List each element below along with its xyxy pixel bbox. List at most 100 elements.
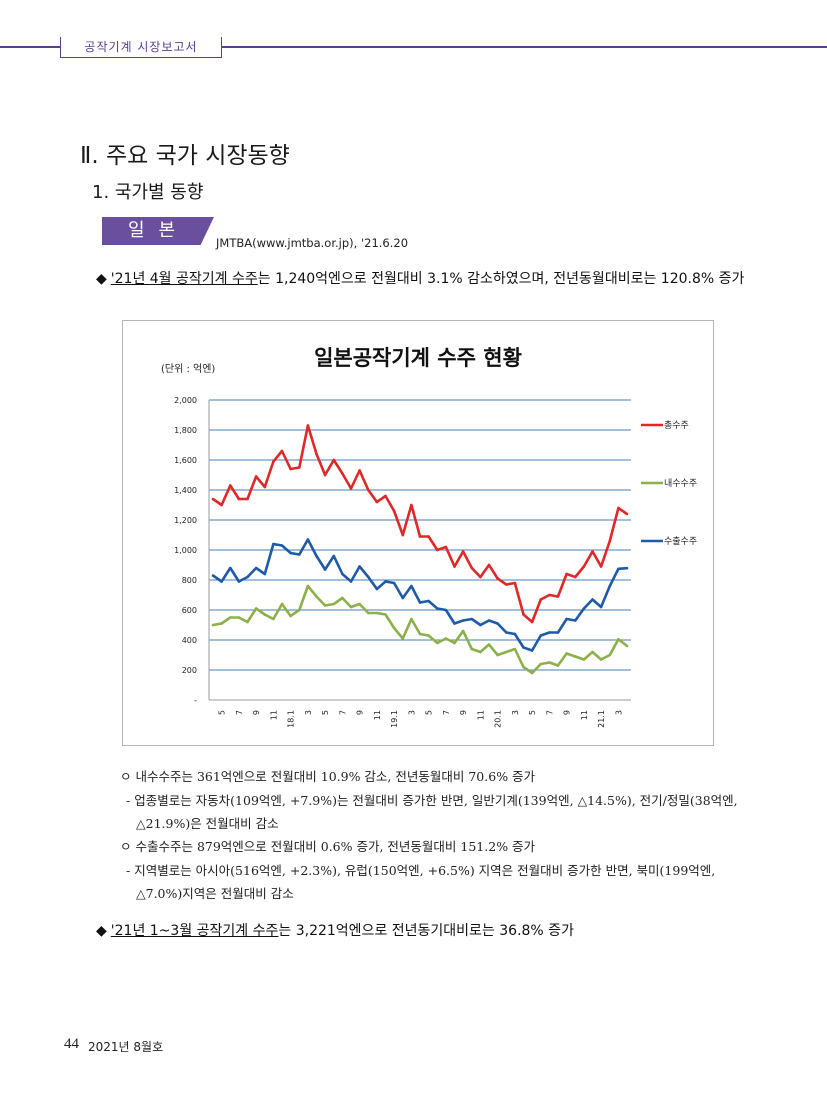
diamond-bullet-icon: ◆ bbox=[96, 271, 107, 287]
data-point bbox=[332, 554, 336, 558]
data-point bbox=[608, 584, 612, 588]
data-point bbox=[280, 602, 284, 606]
legend-label: 내수수주 bbox=[664, 478, 697, 489]
data-point bbox=[548, 661, 551, 664]
data-point bbox=[565, 572, 568, 576]
data-point bbox=[401, 637, 405, 640]
x-tick-label: 9 bbox=[252, 710, 261, 715]
data-point bbox=[625, 512, 629, 516]
data-point bbox=[263, 613, 267, 616]
issue-date: 2021년 8월호 bbox=[88, 1040, 164, 1054]
x-tick-label: 9 bbox=[563, 710, 572, 715]
data-point bbox=[522, 613, 525, 616]
data-point bbox=[582, 565, 586, 568]
data-point bbox=[392, 509, 396, 513]
bullet-underlined-text: '21년 4월 공작기계 수주 bbox=[110, 271, 258, 287]
data-point bbox=[211, 497, 215, 501]
data-point bbox=[444, 637, 448, 640]
data-point bbox=[298, 553, 301, 556]
bullet-text: 는 3,221억엔으로 전년동기대비로는 36.8% 증가 bbox=[278, 923, 574, 939]
data-point bbox=[444, 608, 448, 612]
bullet-underlined-text: '21년 1~3월 공작기계 수주 bbox=[110, 923, 279, 939]
series-line bbox=[212, 424, 628, 624]
data-point bbox=[505, 583, 508, 586]
data-point bbox=[349, 487, 353, 490]
detail-domestic-industry-2: △21.9%)은 전월대비 감소 bbox=[136, 816, 279, 831]
data-point bbox=[392, 581, 396, 585]
data-point bbox=[539, 662, 543, 666]
data-point bbox=[254, 607, 258, 610]
data-point bbox=[323, 604, 327, 607]
data-point bbox=[530, 671, 534, 675]
data-point bbox=[410, 617, 413, 621]
y-axis: - 200 400 600 800 1,000 1,200 1,400 1,600 1,800 2,… bbox=[174, 396, 197, 705]
data-point bbox=[591, 550, 594, 553]
data-point bbox=[574, 619, 577, 622]
order-chart: 일본공작기계 수주 현황 (단위 : 억엔) - 200 400 600 800 1,00… bbox=[122, 320, 714, 746]
source-citation: JMTBA(www.jmtba.or.jp), '21.6.20 bbox=[216, 236, 409, 250]
data-point bbox=[401, 533, 405, 537]
detail-export-region-2: △7.0%)지역은 전월대비 감소 bbox=[136, 886, 294, 901]
chart-grid bbox=[208, 399, 631, 701]
chart-svg: 일본공작기계 수주 현황 (단위 : 억엔) - 200 400 600 800 1,00… bbox=[161, 346, 697, 728]
data-point bbox=[375, 500, 379, 504]
x-tick-label: 5 bbox=[425, 710, 434, 715]
y-tick-label: 800 bbox=[182, 576, 197, 585]
detail-export: ㅇ 수출수주는 879억엔으로 전월대비 0.6% 증가, 전년동월대비 151… bbox=[120, 839, 536, 854]
data-point bbox=[263, 572, 267, 576]
data-point bbox=[306, 584, 310, 588]
data-point bbox=[298, 466, 301, 469]
data-point bbox=[246, 620, 249, 624]
data-point bbox=[539, 634, 543, 637]
y-tick-label: 2,000 bbox=[174, 396, 197, 405]
data-point bbox=[332, 602, 336, 606]
data-point bbox=[479, 650, 482, 654]
data-point bbox=[306, 424, 310, 427]
data-point bbox=[315, 452, 318, 456]
x-tick-label: 9 bbox=[459, 710, 468, 715]
data-point bbox=[229, 616, 232, 619]
page-number: 44 bbox=[64, 1036, 79, 1052]
data-point bbox=[410, 584, 413, 588]
data-point bbox=[574, 655, 577, 658]
chart-title: 일본공작기계 수주 현황 bbox=[314, 346, 522, 370]
data-point bbox=[427, 634, 430, 637]
data-point bbox=[254, 566, 258, 570]
data-point bbox=[246, 575, 249, 579]
data-point bbox=[323, 473, 327, 477]
x-tick-label: 5 bbox=[218, 710, 227, 715]
chart-unit-label: (단위 : 억엔) bbox=[161, 362, 215, 375]
data-point bbox=[513, 632, 517, 636]
data-point bbox=[384, 613, 387, 616]
data-point bbox=[315, 595, 318, 598]
data-point bbox=[461, 550, 465, 553]
data-point bbox=[444, 545, 448, 549]
data-point bbox=[599, 658, 603, 661]
data-point bbox=[496, 622, 499, 625]
x-tick-label: 11 bbox=[476, 710, 485, 720]
data-point bbox=[341, 472, 344, 475]
x-tick-label: 7 bbox=[545, 710, 554, 715]
x-tick-label: 20.1 bbox=[494, 710, 503, 728]
data-point bbox=[530, 620, 534, 624]
x-tick-label: 11 bbox=[580, 710, 589, 720]
data-point bbox=[280, 449, 284, 453]
data-point bbox=[237, 497, 241, 501]
x-tick-label: 7 bbox=[338, 710, 347, 715]
data-point bbox=[358, 565, 361, 568]
x-tick-label: 3 bbox=[614, 710, 623, 715]
data-point bbox=[470, 617, 474, 621]
data-point bbox=[375, 611, 379, 615]
data-point bbox=[246, 497, 249, 501]
data-point bbox=[427, 599, 430, 603]
data-point bbox=[367, 611, 370, 615]
y-tick-label: 1,200 bbox=[174, 516, 197, 525]
data-point bbox=[349, 605, 353, 609]
data-point bbox=[565, 617, 568, 621]
x-tick-label: 3 bbox=[407, 710, 416, 715]
data-point bbox=[220, 503, 223, 507]
x-tick-label: 5 bbox=[321, 710, 330, 715]
x-tick-label: 18.1 bbox=[287, 710, 296, 728]
y-tick-label: 1,600 bbox=[174, 456, 197, 465]
data-point bbox=[453, 565, 456, 568]
